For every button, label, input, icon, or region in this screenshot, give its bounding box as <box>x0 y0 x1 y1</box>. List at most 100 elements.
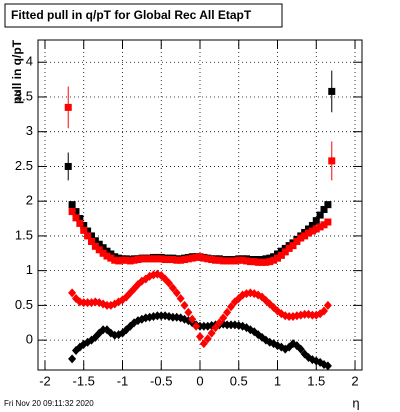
square-marker <box>281 248 289 256</box>
square-marker <box>180 256 188 264</box>
y-tick-label: 4 <box>26 54 33 69</box>
square-marker <box>99 249 107 257</box>
square-marker <box>312 217 320 225</box>
x-tick-label: -2 <box>39 373 51 388</box>
square-marker <box>95 240 103 248</box>
x-tick-label: 1 <box>274 373 281 388</box>
diamond-marker <box>199 339 208 349</box>
diamond-marker <box>227 302 236 312</box>
diamond-marker <box>164 278 173 288</box>
diamond-marker <box>168 283 177 293</box>
square-marker <box>212 256 220 264</box>
square-marker <box>126 257 134 265</box>
square-marker <box>301 232 309 240</box>
square-marker <box>262 258 270 266</box>
x-tick-label: -0.5 <box>150 373 172 388</box>
square-marker <box>219 257 227 265</box>
square-marker <box>111 256 119 264</box>
square-marker <box>188 254 196 262</box>
square-marker <box>99 244 107 252</box>
square-marker <box>80 221 88 229</box>
square-marker <box>231 257 239 265</box>
square-marker <box>305 225 313 233</box>
square-marker <box>173 256 181 264</box>
square-marker <box>324 218 332 226</box>
square-marker <box>91 242 99 250</box>
square-marker <box>308 221 316 229</box>
diamond-marker <box>223 307 232 317</box>
x-tick-label: 2 <box>351 373 358 388</box>
square-marker <box>243 257 251 265</box>
square-marker <box>72 208 80 216</box>
square-marker <box>316 211 324 219</box>
y-tick-label: 3 <box>26 123 33 138</box>
x-axis-label: η <box>352 395 359 410</box>
square-marker <box>149 255 157 263</box>
square-marker <box>324 201 332 209</box>
square-marker <box>250 258 258 266</box>
diamond-marker <box>323 361 332 371</box>
y-tick-label: 0.5 <box>15 297 33 312</box>
square-marker <box>153 255 161 263</box>
square-marker <box>239 256 247 264</box>
square-marker <box>80 226 88 234</box>
diamond-marker <box>176 293 185 303</box>
square-marker <box>246 258 254 266</box>
square-marker <box>87 237 95 245</box>
y-tick-label: 2.5 <box>15 158 33 173</box>
square-marker <box>235 256 243 264</box>
square-marker <box>320 221 328 229</box>
square-marker <box>91 237 99 245</box>
square-marker <box>285 244 293 252</box>
square-marker <box>200 254 208 262</box>
square-marker <box>142 255 150 263</box>
square-marker <box>184 255 192 263</box>
square-marker <box>122 256 130 264</box>
timestamp: Fri Nov 20 09:11:32 2020 <box>4 399 94 408</box>
square-marker <box>274 254 282 262</box>
diamond-marker <box>180 300 189 310</box>
y-tick-label: 2 <box>26 193 33 208</box>
y-axis-label: pull in q/pT <box>10 39 24 104</box>
square-marker <box>87 232 95 240</box>
diamond-marker <box>172 288 181 298</box>
square-marker <box>157 255 165 263</box>
square-marker <box>118 256 126 264</box>
square-marker <box>196 253 204 261</box>
square-marker <box>130 256 138 264</box>
diamond-marker <box>192 321 201 331</box>
square-marker <box>254 258 262 266</box>
diamond-marker <box>68 354 77 364</box>
square-marker <box>64 103 72 111</box>
square-marker <box>266 258 274 266</box>
square-marker <box>289 242 297 250</box>
x-tick-label: 0.5 <box>230 373 248 388</box>
square-marker <box>115 257 123 265</box>
diamond-marker <box>219 313 228 323</box>
x-tick-label: 0 <box>196 373 203 388</box>
square-marker <box>95 246 103 254</box>
square-marker <box>169 256 177 264</box>
square-marker <box>165 256 173 264</box>
diamond-marker <box>211 323 220 333</box>
title-box <box>4 3 283 28</box>
square-marker <box>316 223 324 231</box>
x-tick-label: 1.5 <box>307 373 325 388</box>
square-marker <box>107 250 115 258</box>
square-marker <box>274 250 282 258</box>
square-marker <box>305 229 313 237</box>
square-marker <box>312 225 320 233</box>
square-marker <box>84 227 92 235</box>
diamond-marker <box>184 307 193 317</box>
square-marker <box>320 206 328 214</box>
square-marker <box>227 257 235 265</box>
square-marker <box>68 208 76 216</box>
square-marker <box>107 254 115 262</box>
x-tick-label: -1.5 <box>73 373 95 388</box>
square-marker <box>223 257 231 265</box>
square-marker <box>258 258 266 266</box>
y-tick-label: 1.5 <box>15 227 33 242</box>
y-tick-label: 0 <box>26 332 33 347</box>
square-marker <box>308 227 316 235</box>
